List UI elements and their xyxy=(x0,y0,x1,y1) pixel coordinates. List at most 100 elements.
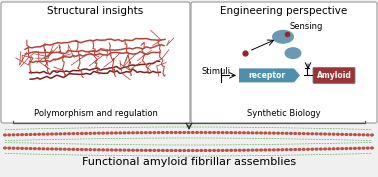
Ellipse shape xyxy=(178,149,182,152)
Ellipse shape xyxy=(259,131,263,135)
Ellipse shape xyxy=(255,131,259,135)
Text: Polymorphism and regulation: Polymorphism and regulation xyxy=(34,109,158,118)
Ellipse shape xyxy=(101,148,105,152)
Ellipse shape xyxy=(93,148,97,151)
Ellipse shape xyxy=(80,148,84,151)
Ellipse shape xyxy=(76,148,79,151)
Ellipse shape xyxy=(366,133,370,136)
Ellipse shape xyxy=(29,133,33,136)
Ellipse shape xyxy=(42,133,45,136)
Ellipse shape xyxy=(76,132,79,135)
Text: Sensing: Sensing xyxy=(289,22,322,31)
Ellipse shape xyxy=(84,132,88,135)
Ellipse shape xyxy=(114,149,118,152)
Ellipse shape xyxy=(229,131,233,134)
Ellipse shape xyxy=(199,131,203,134)
Ellipse shape xyxy=(242,131,246,134)
Ellipse shape xyxy=(101,132,105,135)
Ellipse shape xyxy=(20,147,24,150)
Ellipse shape xyxy=(225,131,229,134)
Text: Structural insights: Structural insights xyxy=(47,6,144,16)
Ellipse shape xyxy=(118,131,122,135)
Ellipse shape xyxy=(24,147,28,150)
Ellipse shape xyxy=(88,148,92,151)
Text: Synthetic Biology: Synthetic Biology xyxy=(247,109,321,118)
Ellipse shape xyxy=(97,148,101,151)
Ellipse shape xyxy=(63,132,67,135)
Ellipse shape xyxy=(156,131,161,134)
Ellipse shape xyxy=(88,132,92,135)
Ellipse shape xyxy=(20,133,24,136)
FancyBboxPatch shape xyxy=(1,2,190,123)
Ellipse shape xyxy=(182,149,186,152)
Ellipse shape xyxy=(50,147,54,151)
Ellipse shape xyxy=(216,149,220,152)
Ellipse shape xyxy=(319,147,323,151)
Ellipse shape xyxy=(161,149,165,152)
Ellipse shape xyxy=(67,132,71,135)
Ellipse shape xyxy=(29,147,33,150)
Ellipse shape xyxy=(263,131,267,135)
Polygon shape xyxy=(239,68,300,82)
Ellipse shape xyxy=(225,149,229,152)
Ellipse shape xyxy=(297,132,301,135)
Ellipse shape xyxy=(139,149,144,152)
Text: Stimuli: Stimuli xyxy=(201,67,230,76)
Ellipse shape xyxy=(276,132,280,135)
Ellipse shape xyxy=(238,149,242,152)
Ellipse shape xyxy=(12,133,15,136)
Ellipse shape xyxy=(152,131,156,134)
Ellipse shape xyxy=(93,132,97,135)
Ellipse shape xyxy=(340,147,344,150)
Ellipse shape xyxy=(148,149,152,152)
Ellipse shape xyxy=(37,147,41,150)
Ellipse shape xyxy=(370,133,374,137)
Ellipse shape xyxy=(105,132,109,135)
Ellipse shape xyxy=(349,147,353,150)
Ellipse shape xyxy=(42,147,45,150)
Ellipse shape xyxy=(71,132,75,135)
Ellipse shape xyxy=(212,149,216,152)
Ellipse shape xyxy=(302,132,306,135)
Ellipse shape xyxy=(127,149,131,152)
Ellipse shape xyxy=(340,133,344,136)
Ellipse shape xyxy=(144,131,148,134)
Ellipse shape xyxy=(127,131,131,134)
Ellipse shape xyxy=(191,149,195,152)
Ellipse shape xyxy=(255,149,259,152)
Ellipse shape xyxy=(110,148,114,152)
Ellipse shape xyxy=(289,132,293,135)
Ellipse shape xyxy=(336,133,340,136)
Ellipse shape xyxy=(221,131,225,134)
Ellipse shape xyxy=(344,147,349,150)
Ellipse shape xyxy=(370,146,374,150)
Ellipse shape xyxy=(306,148,310,151)
Ellipse shape xyxy=(216,131,220,134)
Ellipse shape xyxy=(310,148,314,151)
Ellipse shape xyxy=(259,149,263,152)
Ellipse shape xyxy=(84,148,88,151)
Ellipse shape xyxy=(110,131,114,135)
Ellipse shape xyxy=(186,149,191,152)
Ellipse shape xyxy=(46,147,50,150)
Ellipse shape xyxy=(272,132,276,135)
Ellipse shape xyxy=(221,149,225,152)
Ellipse shape xyxy=(263,148,267,152)
Ellipse shape xyxy=(152,149,156,152)
Ellipse shape xyxy=(366,147,370,150)
Ellipse shape xyxy=(174,149,178,152)
Ellipse shape xyxy=(33,147,37,150)
Ellipse shape xyxy=(234,149,237,152)
Ellipse shape xyxy=(344,133,349,136)
Ellipse shape xyxy=(349,133,353,136)
Ellipse shape xyxy=(229,149,233,152)
Ellipse shape xyxy=(310,132,314,135)
Ellipse shape xyxy=(122,149,127,152)
Ellipse shape xyxy=(3,133,7,137)
Ellipse shape xyxy=(332,133,336,136)
Ellipse shape xyxy=(297,148,301,151)
Text: receptor: receptor xyxy=(248,71,285,80)
Ellipse shape xyxy=(246,131,250,134)
Ellipse shape xyxy=(16,147,20,150)
Ellipse shape xyxy=(242,149,246,152)
